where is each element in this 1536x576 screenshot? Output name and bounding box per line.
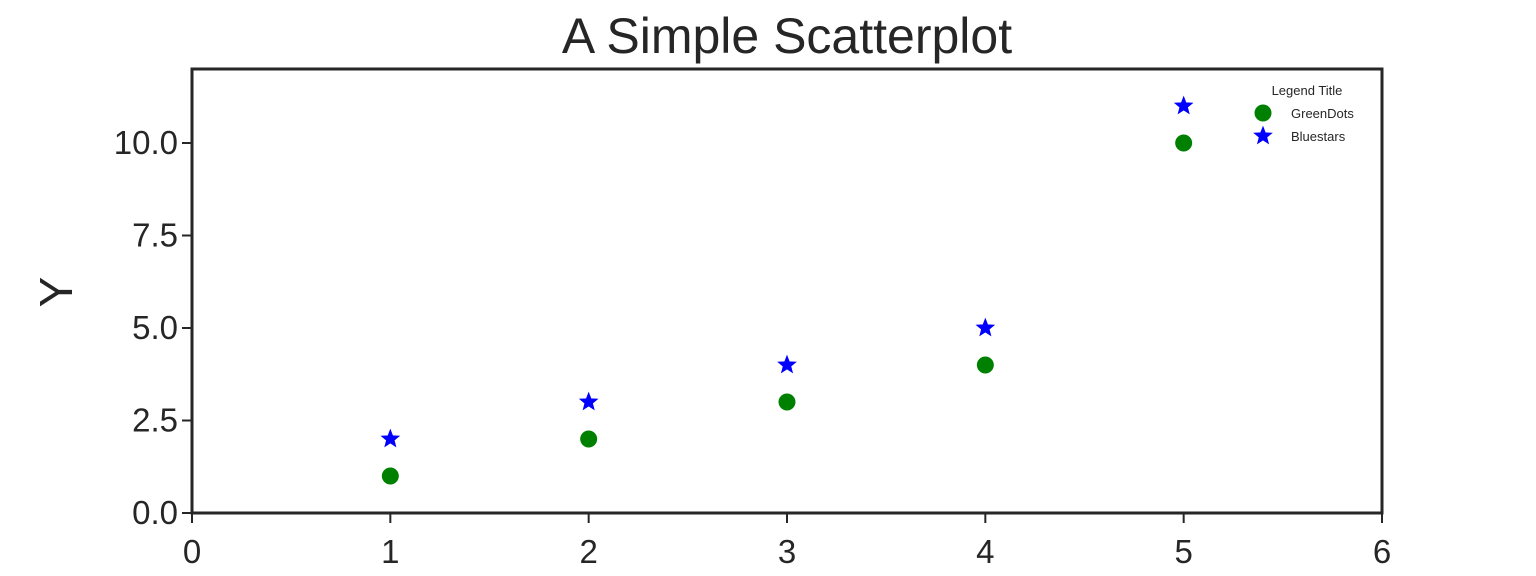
y-tick-label: 2.5 bbox=[132, 402, 178, 439]
legend-label: GreenDots bbox=[1291, 106, 1354, 121]
x-tick-label: 6 bbox=[1373, 533, 1391, 570]
green-dot-point bbox=[580, 430, 598, 448]
x-tick-label: 4 bbox=[976, 533, 994, 570]
x-tick-label: 0 bbox=[183, 533, 201, 570]
legend-title: Legend Title bbox=[1272, 83, 1343, 98]
blue-star-point bbox=[975, 317, 996, 337]
x-tick-label: 1 bbox=[381, 533, 399, 570]
data-points bbox=[380, 95, 1194, 485]
series-greendots bbox=[381, 134, 1193, 485]
legend-item-greendots: GreenDots bbox=[1254, 104, 1354, 122]
y-tick-label: 0.0 bbox=[132, 494, 178, 531]
legend-star-icon bbox=[1253, 125, 1273, 145]
y-tick-label: 5.0 bbox=[132, 309, 178, 346]
y-tick-label: 10.0 bbox=[114, 124, 178, 161]
green-dot-point bbox=[1175, 134, 1193, 152]
green-dot-point bbox=[976, 356, 994, 374]
y-tick-label: 7.5 bbox=[132, 217, 178, 254]
legend-circle-icon bbox=[1254, 104, 1272, 122]
blue-star-point bbox=[1173, 95, 1194, 115]
x-tick-label: 5 bbox=[1174, 533, 1192, 570]
legend-item-bluestars: Bluestars bbox=[1253, 125, 1346, 145]
blue-star-point bbox=[578, 391, 599, 411]
legend-label: Bluestars bbox=[1291, 129, 1346, 144]
series-bluestars bbox=[380, 95, 1194, 448]
chart-title: A Simple Scatterplot bbox=[562, 8, 1012, 64]
plot-area-frame bbox=[190, 67, 1384, 515]
x-tick-label: 2 bbox=[579, 533, 597, 570]
x-axis-ticks: 0 1 2 3 4 5 6 bbox=[183, 513, 1391, 570]
legend: Legend Title GreenDots Bluestars bbox=[1253, 83, 1354, 145]
green-dot-point bbox=[381, 467, 399, 485]
blue-star-point bbox=[777, 354, 797, 374]
y-axis-ticks: 0.0 2.5 5.0 7.5 10.0 bbox=[114, 124, 192, 531]
green-dot-point bbox=[778, 393, 796, 411]
x-tick-label: 3 bbox=[778, 533, 796, 570]
y-axis-label: Y bbox=[30, 277, 82, 308]
blue-star-point bbox=[380, 428, 401, 448]
